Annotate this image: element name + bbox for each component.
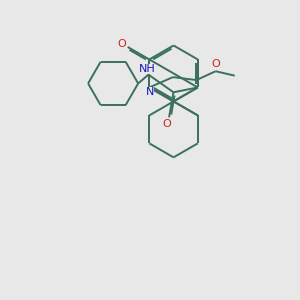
Text: NH: NH bbox=[139, 64, 155, 74]
Text: O: O bbox=[162, 119, 171, 129]
Text: N: N bbox=[146, 87, 154, 97]
Text: O: O bbox=[211, 59, 220, 69]
Text: O: O bbox=[118, 39, 126, 49]
